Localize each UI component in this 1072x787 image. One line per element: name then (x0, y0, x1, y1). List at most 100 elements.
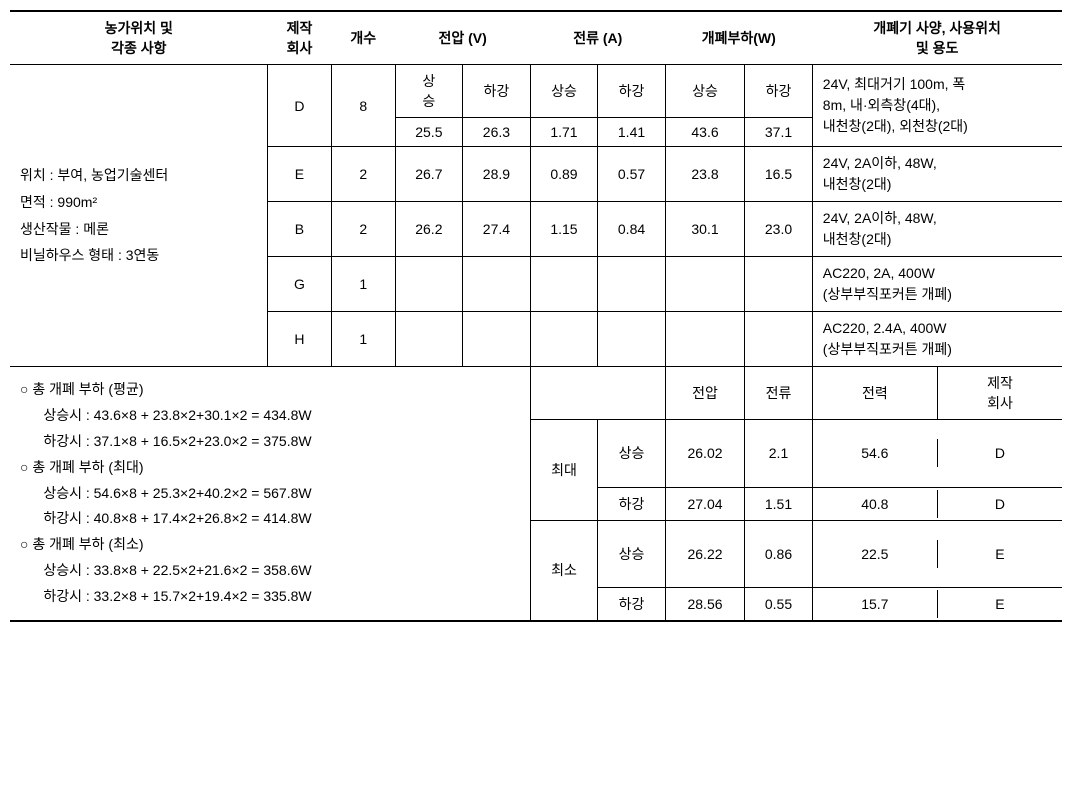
col-header-current: 전류 (A) (530, 11, 665, 65)
summary-max-down-w: 40.8 (813, 490, 938, 518)
summary-max-up-v: 26.02 (665, 420, 744, 488)
rowG-blank1 (395, 257, 463, 312)
summary-min-down-v: 28.56 (665, 588, 744, 622)
info-crop: 생산작물 : 메론 (20, 216, 257, 243)
calc-max-down: 하강시 : 40.8×8 + 17.4×2+26.8×2 = 414.8W (20, 506, 520, 532)
rowG-blank4 (598, 257, 666, 312)
rowB-i-down: 0.84 (598, 202, 666, 257)
summary-min-up-i: 0.86 (745, 520, 813, 588)
rowG-blank5 (665, 257, 744, 312)
rowD-qty: 8 (331, 65, 395, 147)
rowE-i-up: 0.89 (530, 147, 598, 202)
rowH-blank3 (530, 312, 598, 367)
summary-h-voltage: 전압 (665, 367, 744, 420)
summary-min-up-right: 22.5 E (812, 520, 1062, 588)
col-header-load: 개폐부하(W) (665, 11, 812, 65)
calc-avg-down: 하강시 : 37.1×8 + 16.5×2+23.0×2 = 375.8W (20, 429, 520, 455)
rowD-w-up: 43.6 (665, 118, 744, 147)
rowH-mfr: H (268, 312, 332, 367)
rowH-blank5 (665, 312, 744, 367)
rowE-w-down: 16.5 (745, 147, 813, 202)
calc-avg-title: ○ 총 개폐 부하 (평균) (20, 377, 520, 403)
summary-min-down-m: E (937, 590, 1062, 618)
rowB-qty: 2 (331, 202, 395, 257)
summary-max-label: 최대 (530, 420, 598, 521)
summary-blank (530, 367, 665, 420)
calc-max-title: ○ 총 개폐 부하 (최대) (20, 455, 520, 481)
rowD-spec: 24V, 최대거기 100m, 폭 8m, 내·외측창(4대), 내천창(2대)… (812, 65, 1062, 147)
calc-min-title: ○ 총 개폐 부하 (최소) (20, 532, 520, 558)
summary-min-up-w: 22.5 (813, 540, 938, 568)
summary-min-down-i: 0.55 (745, 588, 813, 622)
col-header-info: 농가위치 및 각종 사항 (10, 11, 268, 65)
rowE-i-down: 0.57 (598, 147, 666, 202)
rowB-spec: 24V, 2A이하, 48W, 내천창(2대) (812, 202, 1062, 257)
col-header-spec: 개폐기 사양, 사용위치 및 용도 (812, 11, 1062, 65)
rowB-w-up: 30.1 (665, 202, 744, 257)
rowE-w-up: 23.8 (665, 147, 744, 202)
rowD-sub-down-v: 하강 (463, 65, 531, 118)
rowG-blank3 (530, 257, 598, 312)
rowD-v-up: 25.5 (395, 118, 463, 147)
summary-min-down-label: 하강 (598, 588, 666, 622)
summary-right-head: 전력 제작 회사 (812, 367, 1062, 420)
rowE-v-up: 26.7 (395, 147, 463, 202)
rowH-blank6 (745, 312, 813, 367)
summary-max-down-v: 27.04 (665, 487, 744, 520)
rowD-sub-up-v: 상 승 (395, 65, 463, 118)
rowD-sub-down-w: 하강 (745, 65, 813, 118)
rowD-w-down: 37.1 (745, 118, 813, 147)
calc-max-up: 상승시 : 54.6×8 + 25.3×2+40.2×2 = 567.8W (20, 481, 520, 507)
rowG-mfr: G (268, 257, 332, 312)
rowD-sub-up-i: 상승 (530, 65, 598, 118)
rowH-blank1 (395, 312, 463, 367)
rowE-mfr: E (268, 147, 332, 202)
rowG-blank6 (745, 257, 813, 312)
summary-max-down-i: 1.51 (745, 487, 813, 520)
rowE-v-down: 28.9 (463, 147, 531, 202)
summary-max-up-w: 54.6 (813, 439, 938, 467)
rowB-v-up: 26.2 (395, 202, 463, 257)
rowB-v-down: 27.4 (463, 202, 531, 257)
rowD-sub-down-i: 하강 (598, 65, 666, 118)
rowG-spec: AC220, 2A, 400W (상부부직포커튼 개폐) (812, 257, 1062, 312)
rowD-i-down: 1.41 (598, 118, 666, 147)
summary-max-down-right: 40.8 D (812, 487, 1062, 520)
col-header-qty: 개수 (331, 11, 395, 65)
summary-h-current: 전류 (745, 367, 813, 420)
rowE-spec: 24V, 2A이하, 48W, 내천창(2대) (812, 147, 1062, 202)
calc-min-down: 하강시 : 33.2×8 + 15.7×2+19.4×2 = 335.8W (20, 584, 520, 610)
rowE-qty: 2 (331, 147, 395, 202)
rowB-mfr: B (268, 202, 332, 257)
summary-max-down-label: 하강 (598, 487, 666, 520)
summary-min-down-right: 15.7 E (812, 588, 1062, 622)
main-table: 농가위치 및 각종 사항 제작 회사 개수 전압 (V) 전류 (A) 개폐부하… (10, 10, 1062, 622)
rowB-w-down: 23.0 (745, 202, 813, 257)
rowH-spec: AC220, 2.4A, 400W (상부부직포커튼 개폐) (812, 312, 1062, 367)
rowH-blank2 (463, 312, 531, 367)
summary-min-up-label: 상승 (598, 520, 666, 588)
summary-max-up-label: 상승 (598, 420, 666, 488)
summary-min-up-m: E (937, 540, 1062, 568)
summary-h-power: 전력 (813, 367, 938, 419)
info-location: 위치 : 부여, 농업기술센터 (20, 162, 257, 189)
rowG-qty: 1 (331, 257, 395, 312)
summary-min-up-v: 26.22 (665, 520, 744, 588)
summary-max-up-i: 2.1 (745, 420, 813, 488)
summary-max-up-m: D (937, 439, 1062, 467)
info-form: 비닐하우스 형태 : 3연동 (20, 242, 257, 269)
rowH-qty: 1 (331, 312, 395, 367)
calc-avg-up: 상승시 : 43.6×8 + 23.8×2+30.1×2 = 434.8W (20, 403, 520, 429)
summary-max-up-right: 54.6 D (812, 420, 1062, 488)
rowD-mfr: D (268, 65, 332, 147)
info-cell: 위치 : 부여, 농업기술센터 면적 : 990m² 생산작물 : 메론 비닐하… (10, 65, 268, 367)
rowH-blank4 (598, 312, 666, 367)
rowD-v-down: 26.3 (463, 118, 531, 147)
rowD-i-up: 1.71 (530, 118, 598, 147)
summary-min-down-w: 15.7 (813, 590, 938, 618)
summary-h-mfr: 제작 회사 (937, 367, 1062, 419)
summary-min-label: 최소 (530, 520, 598, 621)
rowB-i-up: 1.15 (530, 202, 598, 257)
rowD-sub-up-w: 상승 (665, 65, 744, 118)
calc-min-up: 상승시 : 33.8×8 + 22.5×2+21.6×2 = 358.6W (20, 558, 520, 584)
